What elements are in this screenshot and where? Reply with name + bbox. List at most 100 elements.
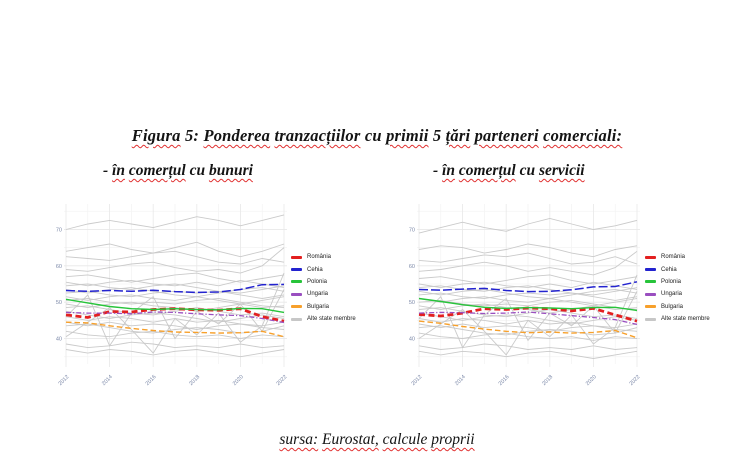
legend-entry: Polonia: [645, 276, 745, 288]
line-chart-svg: 40 50 60 70 2012 2014 2016 2018 2020 2022: [409, 204, 641, 387]
legend-entry: România: [291, 251, 391, 263]
axis-tick-label: 2022: [276, 374, 288, 387]
subtitle-bunuri: - în comerțul cu bunuri: [103, 162, 253, 180]
legend-entry: Bulgaria: [291, 301, 391, 313]
word: tranzacțiilor: [274, 126, 361, 145]
series-line-other: [65, 250, 285, 265]
axis-tick-label: 2020: [232, 374, 245, 387]
legend-entry: Alte state membre: [291, 313, 391, 325]
word: țări: [445, 126, 471, 145]
series-line-other: [65, 289, 285, 347]
legend-label: România: [307, 254, 332, 261]
legend-swatch-icon: [645, 268, 656, 272]
legend-entry: Alte state membre: [645, 313, 745, 325]
word: în: [442, 162, 455, 179]
series-line-other: [418, 252, 638, 265]
legend-label: Cehia: [307, 266, 323, 273]
legend-entry: Cehia: [645, 263, 745, 275]
series-line-other: [418, 281, 638, 290]
legend-swatch-icon: [291, 292, 302, 296]
word: sursa:: [279, 431, 319, 448]
series-line-other: [418, 343, 638, 350]
legend-swatch-icon: [645, 305, 656, 309]
legend-swatch-icon: [291, 255, 302, 259]
series-line-other: [418, 285, 638, 296]
axis-tick-label: 2020: [585, 374, 598, 387]
series-line-other: [65, 349, 285, 358]
axis-tick-label: 2022: [629, 374, 641, 387]
axis-tick-label: 60: [409, 264, 415, 270]
series-line-other: [418, 291, 638, 349]
legend-swatch-icon: [291, 305, 302, 309]
subtitle-servicii: - în comerțul cu servicii: [433, 162, 585, 180]
series-line-other: [65, 241, 285, 258]
legend-entry: Ungaria: [645, 288, 745, 300]
line-chart-svg: 40 50 60 70 2012 2014 2016 2018 2020 2022: [56, 204, 288, 387]
legend-label: Polonia: [307, 278, 328, 285]
word: bunuri: [208, 162, 253, 179]
axis-tick-label: 40: [409, 337, 415, 343]
chart-servicii: 40 50 60 70 2012 2014 2016 2018 2020 2022: [391, 198, 641, 390]
legend-label: Bulgaria: [307, 303, 330, 310]
series-line-other: [418, 299, 638, 310]
series-line-other: [418, 274, 638, 356]
word: calcule: [382, 431, 428, 448]
legend-label: Alte state membre: [307, 316, 356, 323]
legend-label: Ungaria: [307, 291, 329, 298]
axis-tick-label: 50: [409, 300, 415, 306]
legend-swatch-icon: [291, 280, 302, 284]
series-line-other: [418, 325, 638, 336]
axis-tick-label: 2012: [58, 374, 71, 387]
series-line-cehia: [418, 281, 638, 293]
series-line-other: [65, 247, 285, 274]
series-line-other: [418, 350, 638, 359]
word: -: [103, 162, 109, 179]
legend-entry: România: [645, 251, 745, 263]
series-line-other: [418, 292, 638, 301]
word: primii: [386, 126, 429, 145]
legend-swatch-icon: [645, 317, 656, 321]
axis-tick-label: 2014: [454, 374, 467, 387]
series-line-other: [418, 332, 638, 341]
word: Eurostat,: [322, 431, 379, 448]
series-line-other: [65, 330, 285, 339]
word: -: [433, 162, 439, 179]
legend-bunuri: România Cehia Polonia Ungaria Bulgaria Alte s…: [291, 251, 391, 325]
series-line-polonia: [418, 297, 638, 312]
legend-entry: Cehia: [291, 263, 391, 275]
legend-label: Polonia: [661, 278, 682, 285]
series-line-other: [65, 272, 285, 354]
legend-swatch-icon: [645, 255, 656, 259]
source-note: sursa: Eurostat, calcule proprii: [0, 431, 754, 449]
series-line-other: [65, 305, 285, 318]
word: Figura: [131, 126, 181, 145]
axis-tick-label: 50: [56, 300, 62, 306]
series-line-other: [65, 279, 285, 289]
word: comerciali:: [543, 126, 623, 145]
axis-tick-label: 2018: [541, 374, 554, 387]
legend-label: Cehia: [661, 266, 677, 273]
word: parteneri: [474, 126, 539, 145]
series-line-other: [418, 307, 638, 319]
series-line-other: [65, 294, 285, 305]
word: Ponderea: [203, 126, 271, 145]
series-line-other: [418, 243, 638, 258]
axis-tick-label: 2018: [188, 374, 201, 387]
figure-title: Figura 5: Ponderea tranzacțiilor cu prim…: [0, 126, 754, 146]
series-line-polonia: [65, 298, 285, 314]
word: comerțul: [128, 162, 186, 179]
legend-entry: Polonia: [291, 276, 391, 288]
series-line-bulgaria: [418, 320, 638, 339]
word: cu: [519, 162, 536, 179]
series-line-other: [418, 312, 638, 325]
series-line-ungaria: [65, 311, 285, 324]
series-line-other: [65, 283, 285, 294]
series-line-other: [418, 289, 638, 299]
series-line-other: [418, 250, 638, 276]
series-line-other: [418, 218, 638, 234]
axis-tick-label: 2012: [411, 374, 424, 387]
word: comerțul: [458, 162, 516, 179]
legend-label: România: [661, 254, 686, 261]
legend-label: Bulgaria: [661, 303, 684, 310]
legend-swatch-icon: [645, 292, 656, 296]
